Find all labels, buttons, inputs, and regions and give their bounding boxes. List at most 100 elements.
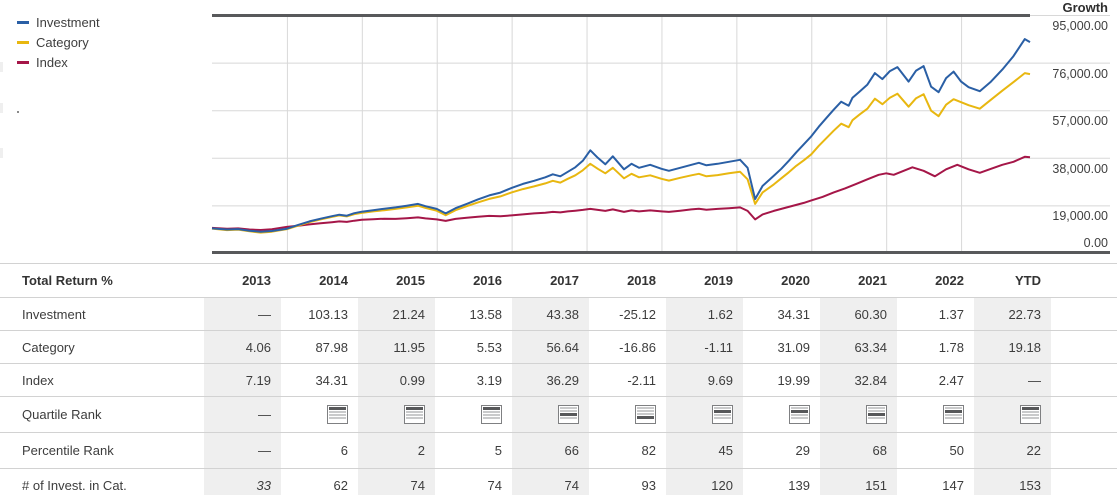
column-header-2015: 2015	[396, 273, 425, 288]
screen-artifact	[0, 62, 3, 72]
row-label: Investment	[22, 306, 86, 322]
table-cell: 93	[641, 477, 656, 493]
column-header-2018: 2018	[627, 273, 656, 288]
table-cell: 34.31	[777, 306, 810, 322]
index-line	[211, 155, 1031, 231]
table-cell	[281, 397, 358, 432]
table-cell: 1.78	[938, 339, 964, 355]
table-row-investment: Investment — 103.13 21.24 13.58 43.38 -25.12 1.…	[0, 298, 1117, 331]
table-cell	[589, 397, 666, 432]
legend-label: Category	[36, 34, 89, 50]
table-cell: 2	[358, 433, 435, 468]
legend-label: Investment	[36, 14, 100, 30]
table-cell: 5	[494, 443, 502, 458]
quartile-rank-icon	[327, 405, 348, 424]
row-label: Percentile Rank	[22, 443, 114, 458]
table-cell: 21.24	[358, 298, 435, 330]
table-cell: 9.69	[666, 364, 743, 396]
table-row-quartile-rank: Quartile Rank —	[0, 397, 1117, 433]
table-cell: —	[974, 364, 1051, 396]
table-cell: 19.18	[974, 331, 1051, 363]
table-cell: 74	[512, 469, 589, 495]
table-row-of-invest-in-cat: # of Invest. in Cat. 33 62 74 74 74 93 120 139 15…	[0, 469, 1117, 495]
y-axis-tick-label: 0.00	[1083, 236, 1108, 250]
quartile-rank-icon	[866, 405, 887, 424]
table-cell: 120	[666, 469, 743, 495]
table-cell: 68	[820, 433, 897, 468]
table-cell: -1.11	[666, 331, 743, 363]
y-axis-tick-label: 95,000.00	[1052, 19, 1108, 33]
y-axis-tick-label: 38,000.00	[1052, 161, 1108, 176]
table-cell: 7.19	[204, 364, 281, 396]
column-header-2020: 2020	[781, 273, 810, 288]
row-label: Quartile Rank	[22, 407, 102, 422]
table-cell: 32.84	[820, 364, 897, 396]
quartile-rank-icon	[481, 405, 502, 424]
table-cell: 153	[974, 469, 1051, 495]
table-cell: 82	[641, 443, 656, 458]
table-cell: 151	[820, 469, 897, 495]
investment-line	[211, 38, 1031, 233]
table-cell: -16.86	[619, 339, 656, 355]
table-cell: -25.12	[619, 306, 656, 322]
table-cell: 34.31	[315, 372, 348, 388]
chart-legend: Investment Category Index	[17, 12, 100, 72]
y-axis-tick-label: 76,000.00	[1052, 66, 1108, 81]
table-cell	[435, 397, 512, 432]
table-cell: 6	[340, 443, 348, 458]
table-cell	[974, 397, 1051, 432]
column-header-2017: 2017	[550, 273, 579, 288]
column-header-2022: 2022	[935, 273, 964, 288]
table-cell: —	[204, 298, 281, 330]
table-cell: 4.06	[204, 331, 281, 363]
table-cell: 31.09	[777, 339, 810, 355]
table-cell: 2.47	[938, 372, 964, 388]
table-cell: -2.11	[627, 372, 656, 388]
table-cell: 36.29	[512, 364, 589, 396]
table-cell: 22	[974, 433, 1051, 468]
table-cell: 5.53	[476, 339, 502, 355]
table-cell: 60.30	[820, 298, 897, 330]
table-cell: 11.95	[358, 331, 435, 363]
table-cell: 29	[795, 443, 810, 458]
table-row-percentile-rank: Percentile Rank — 6 2 5 66 82 45 29 68 50 22	[0, 433, 1117, 469]
table-cell: 139	[788, 477, 810, 493]
table-cell	[358, 397, 435, 432]
table-row-category: Category 4.06 87.98 11.95 5.53 56.64 -16.86 -1.…	[0, 331, 1117, 364]
screen-artifact	[0, 103, 3, 113]
table-cell	[743, 397, 820, 432]
row-label: Index	[22, 372, 54, 388]
table-cell: 74	[487, 477, 502, 493]
quartile-rank-icon	[404, 405, 425, 424]
growth-line-chart	[211, 14, 1110, 254]
table-cell: —	[204, 433, 281, 468]
total-return-table: Total Return % 2013 2014 2015 2016 2017 2018 2…	[0, 263, 1117, 495]
legend-item-category: Category	[17, 32, 100, 52]
table-header-row: Total Return % 2013 2014 2015 2016 2017 2018 2…	[0, 264, 1117, 298]
quartile-rank-icon	[558, 405, 579, 424]
category-line	[211, 72, 1031, 234]
legend-label: Index	[36, 54, 68, 70]
table-cell: 103.13	[308, 306, 348, 322]
column-header-2016: 2016	[473, 273, 502, 288]
table-cell	[820, 397, 897, 432]
table-cell: 22.73	[974, 298, 1051, 330]
table-cell: 43.38	[512, 298, 589, 330]
quartile-rank-icon	[712, 405, 733, 424]
column-header-2014: 2014	[319, 273, 348, 288]
column-header-ytd: YTD	[1015, 273, 1041, 288]
table-cell	[897, 397, 974, 432]
table-cell: 66	[512, 433, 589, 468]
table-cell: 33	[204, 469, 281, 495]
table-cell: 74	[358, 469, 435, 495]
table-cell: 1.37	[938, 306, 964, 322]
table-cell: 50	[949, 443, 964, 458]
row-label: # of Invest. in Cat.	[22, 477, 127, 493]
quartile-rank-icon	[1020, 405, 1041, 424]
investment-color-swatch	[17, 20, 29, 24]
table-title: Total Return %	[22, 273, 113, 288]
table-cell: 13.58	[469, 306, 502, 322]
column-header-2019: 2019	[704, 273, 733, 288]
table-cell: 0.99	[358, 364, 435, 396]
